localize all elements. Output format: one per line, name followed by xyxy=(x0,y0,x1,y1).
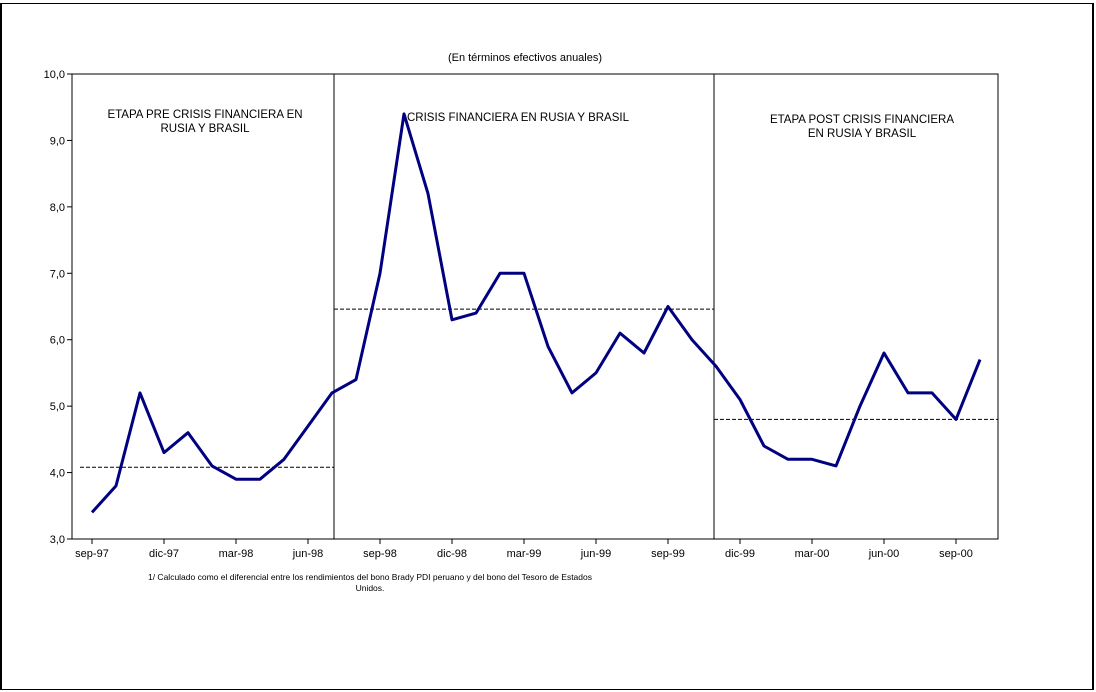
y-tick-label: 7,0 xyxy=(50,268,65,280)
y-tick-label: 3,0 xyxy=(50,534,65,546)
period-label: EN RUSIA Y BRASIL xyxy=(808,128,917,140)
series-line xyxy=(90,112,982,514)
x-tick-label: sep-00 xyxy=(939,548,973,560)
y-tick-label: 9,0 xyxy=(50,135,65,147)
period-label: ETAPA PRE CRISIS FINANCIERA EN xyxy=(107,109,302,121)
x-tick-label: sep-98 xyxy=(363,548,397,560)
x-tick-label: dic-98 xyxy=(437,548,467,560)
x-tick-label: dic-99 xyxy=(725,548,755,560)
footnote-line-2: Unidos. xyxy=(355,583,385,593)
period-label: RUSIA Y BRASIL xyxy=(160,123,250,135)
x-tick-label: mar-00 xyxy=(795,548,830,560)
x-tick-label: jun-99 xyxy=(580,548,612,560)
x-tick-label: sep-99 xyxy=(651,548,685,560)
y-tick-label: 10,0 xyxy=(44,69,65,81)
y-tick-label: 8,0 xyxy=(50,202,65,214)
footnote: 1/ Calculado como el diferencial entre l… xyxy=(70,572,670,594)
footnote-line-1: 1/ Calculado como el diferencial entre l… xyxy=(147,572,592,582)
x-tick-label: dic-97 xyxy=(149,548,179,560)
period-label: ETAPA POST CRISIS FINANCIERA xyxy=(770,114,954,126)
x-tick-label: mar-98 xyxy=(219,548,254,560)
figure-frame xyxy=(0,3,1094,690)
x-tick-label: jun-00 xyxy=(868,548,900,560)
x-tick-label: sep-97 xyxy=(75,548,109,560)
y-tick-label: 4,0 xyxy=(50,468,65,480)
y-tick-label: 6,0 xyxy=(50,335,65,347)
period-label: CRISIS FINANCIERA EN RUSIA Y BRASIL xyxy=(407,112,630,124)
x-tick-label: jun-98 xyxy=(292,548,324,560)
chart-subtitle: (En términos efectivos anuales) xyxy=(447,52,603,64)
plot-area xyxy=(71,73,999,540)
x-tick-label: mar-99 xyxy=(507,548,542,560)
y-tick-label: 5,0 xyxy=(50,401,65,413)
